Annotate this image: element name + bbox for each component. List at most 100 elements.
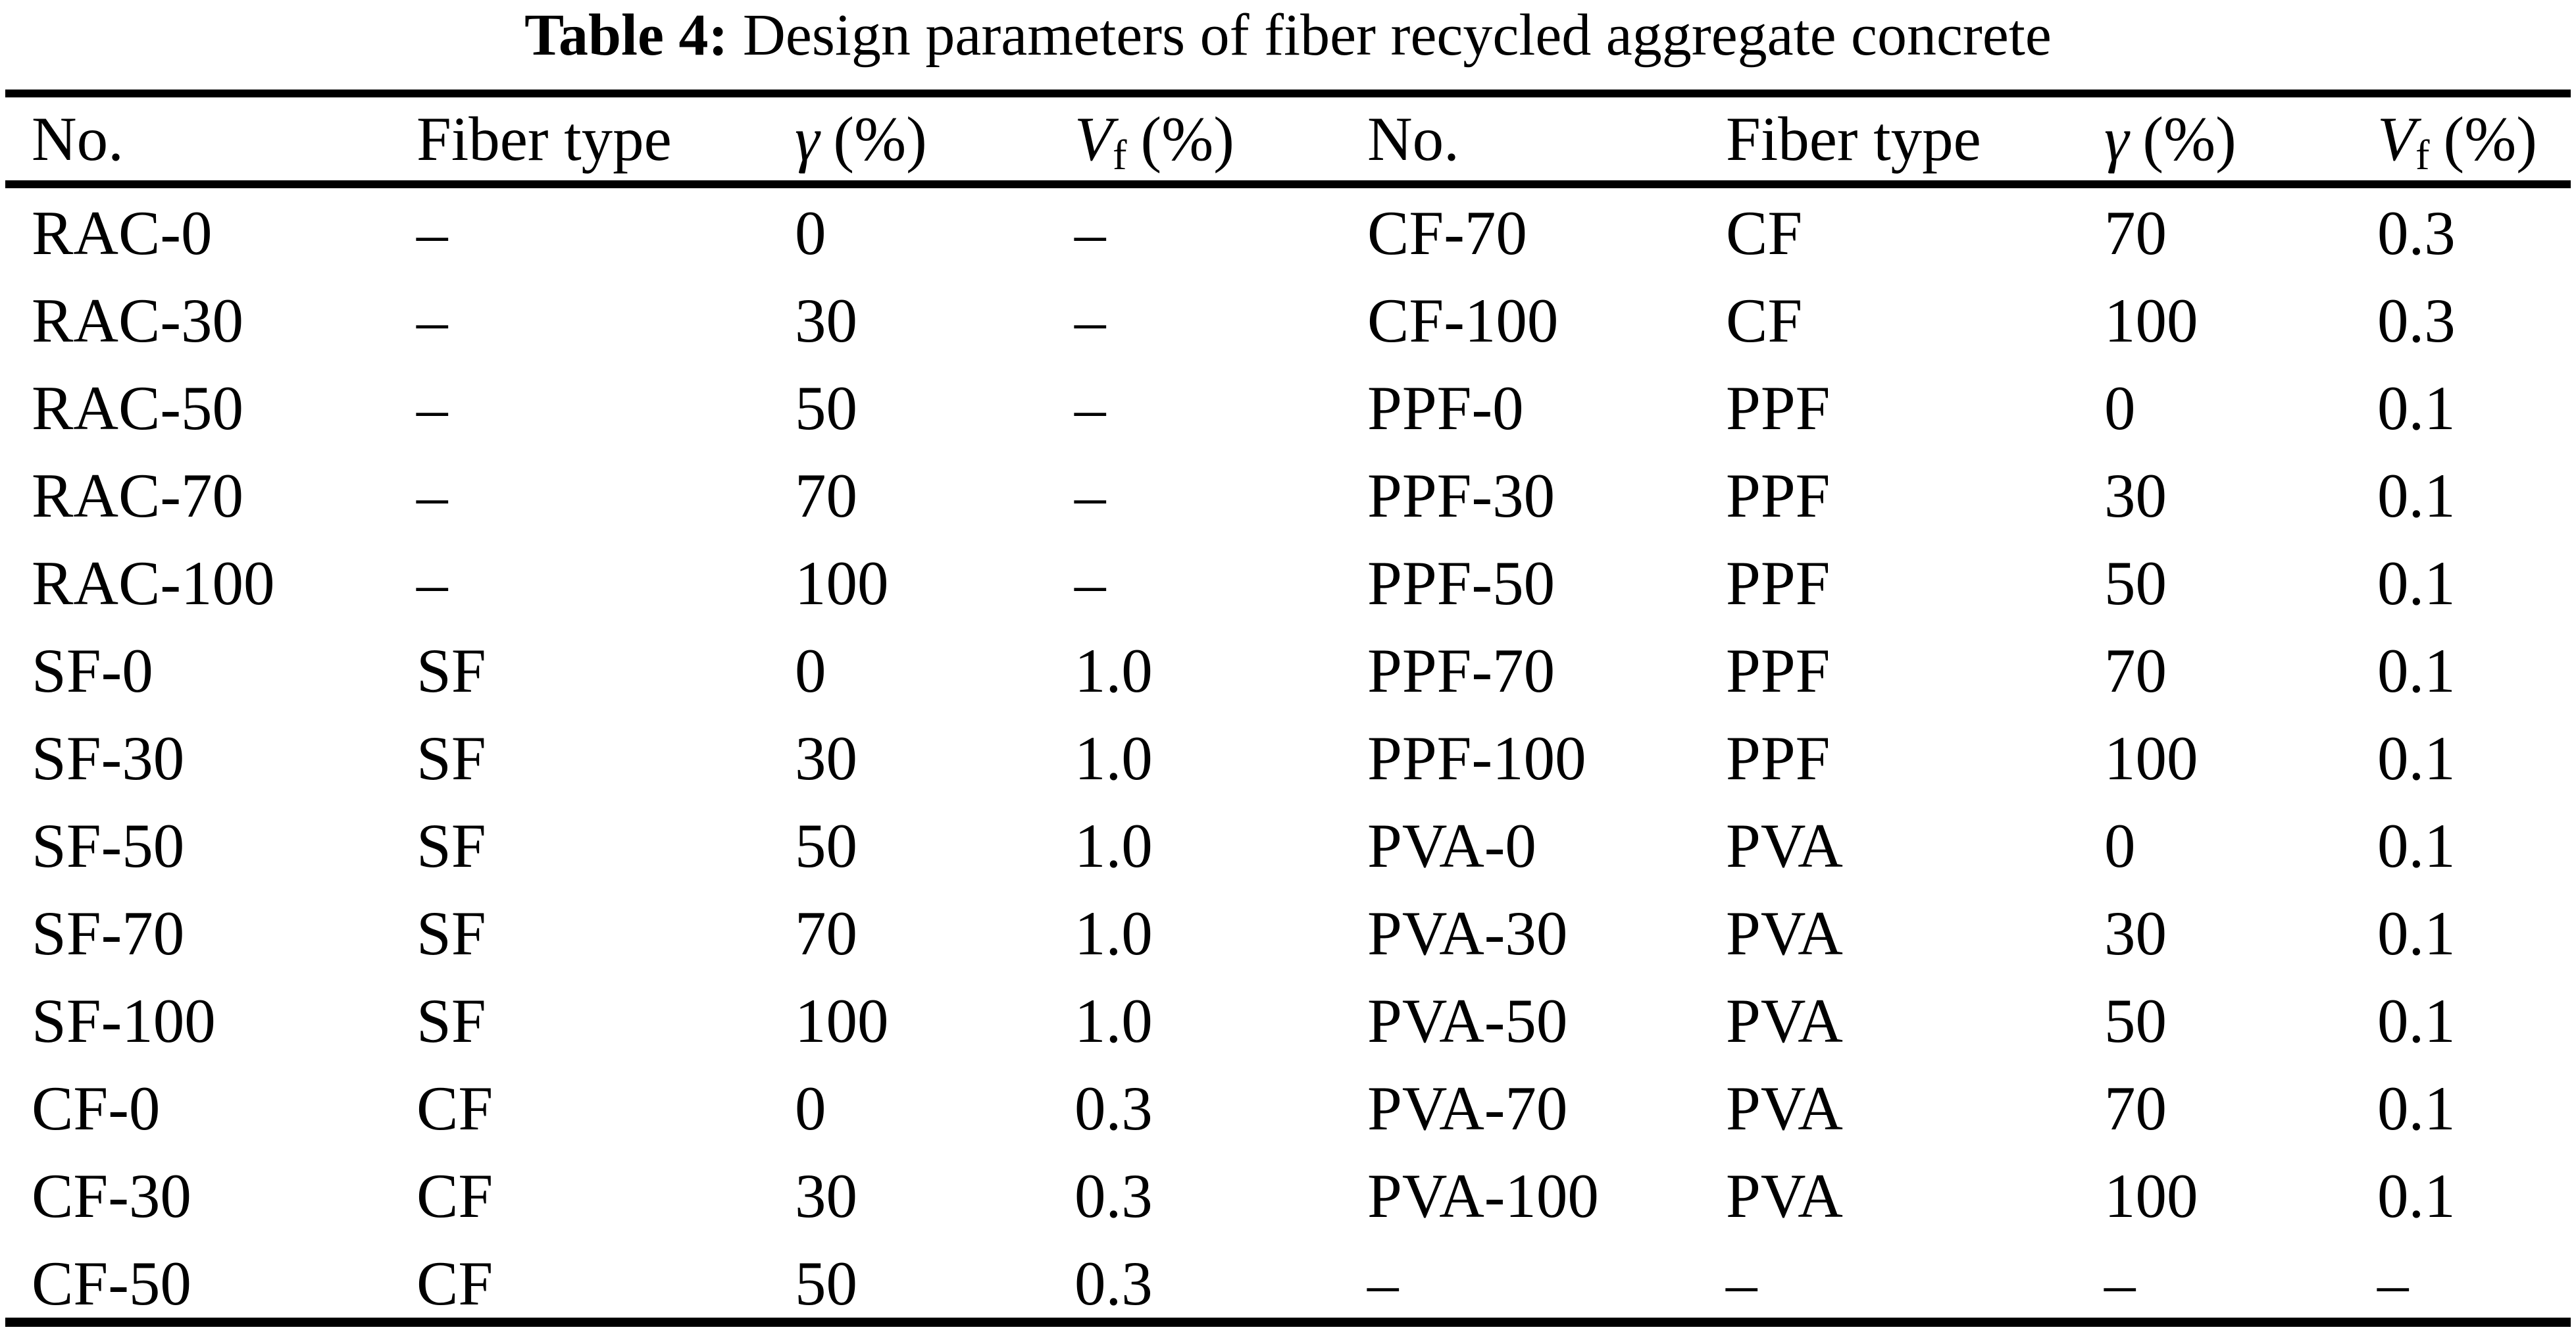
cell-fiber-type-left: SF: [417, 985, 486, 1056]
table-row: SF-100 SF 100 1.0 PVA-50 PVA 50 0.1: [32, 977, 2576, 1064]
cell-vf-right: 0.1: [2377, 635, 2456, 706]
cell-no-right: PVA-70: [1367, 1073, 1568, 1143]
cell-fiber-type-right: PVA: [1726, 1160, 1843, 1231]
table-row: SF-30 SF 30 1.0 PPF-100 PPF 100 0.1: [32, 714, 2576, 802]
header-vf-left: Vf (%): [1074, 103, 1367, 176]
cell-vf-left: –: [1074, 285, 1106, 355]
cell-vf-right: 0.1: [2377, 1160, 2456, 1231]
cell-fiber-type-left: CF: [417, 1160, 493, 1231]
vf-unit: (%): [1140, 104, 1234, 174]
vf-unit: (%): [2443, 104, 2537, 174]
cell-gamma-left: 0: [795, 635, 826, 706]
cell-no-left: CF-50: [32, 1248, 191, 1318]
table-row: SF-0 SF 0 1.0 PPF-70 PPF 70 0.1: [32, 627, 2576, 714]
cell-fiber-type-right: PVA: [1726, 985, 1843, 1056]
cell-vf-right: 0.1: [2377, 548, 2456, 618]
table-bottom-rule: [5, 1318, 2571, 1327]
table-caption-label: Table 4:: [524, 3, 728, 68]
cell-vf-right: 0.3: [2377, 197, 2456, 268]
cell-gamma-left: 70: [795, 460, 857, 530]
header-no-left: No.: [32, 104, 124, 174]
cell-gamma-right: 100: [2104, 1160, 2198, 1231]
cell-gamma-right: –: [2104, 1248, 2136, 1318]
cell-no-right: PVA-30: [1367, 898, 1568, 968]
cell-fiber-type-left: –: [417, 373, 448, 443]
cell-fiber-type-right: –: [1726, 1248, 1757, 1318]
cell-fiber-type-right: PPF: [1726, 460, 1831, 530]
cell-no-left: CF-0: [32, 1073, 161, 1143]
cell-fiber-type-left: SF: [417, 810, 486, 881]
header-vf-right: Vf (%): [2377, 103, 2576, 179]
table-header-row: No. Fiber type γ (%) Vf (%) No. Fiber type…: [32, 97, 2576, 180]
gamma-symbol: γ: [795, 104, 820, 174]
cell-no-right: –: [1367, 1248, 1399, 1318]
cell-vf-left: 0.3: [1074, 1248, 1153, 1318]
cell-gamma-right: 70: [2104, 635, 2167, 706]
cell-no-right: CF-100: [1367, 285, 1559, 355]
cell-gamma-right: 100: [2104, 285, 2198, 355]
cell-fiber-type-left: –: [417, 197, 448, 268]
header-gamma-left: γ (%): [795, 103, 1074, 175]
cell-gamma-right: 100: [2104, 723, 2198, 793]
table-row: RAC-30 – 30 – CF-100 CF 100 0.3: [32, 276, 2576, 364]
cell-no-right: PVA-0: [1367, 810, 1536, 881]
cell-gamma-left: 100: [795, 985, 889, 1056]
cell-fiber-type-left: CF: [417, 1073, 493, 1143]
table-row: CF-30 CF 30 0.3 PVA-100 PVA 100 0.1: [32, 1152, 2576, 1239]
cell-gamma-left: 70: [795, 898, 857, 968]
cell-vf-left: 0.3: [1074, 1073, 1153, 1143]
table-top-rule: [5, 90, 2571, 97]
cell-vf-left: 1.0: [1074, 985, 1153, 1056]
gamma-unit: (%): [2142, 104, 2236, 174]
table-caption: Table 4: Design parameters of fiber recy…: [0, 1, 2576, 70]
cell-vf-right: 0.1: [2377, 985, 2456, 1056]
cell-fiber-type-right: PPF: [1726, 548, 1831, 618]
header-fiber-type-left: Fiber type: [417, 104, 672, 174]
cell-vf-right: 0.1: [2377, 460, 2456, 530]
cell-no-left: CF-30: [32, 1160, 191, 1231]
vf-symbol: V: [1074, 104, 1113, 174]
cell-gamma-left: 0: [795, 197, 826, 268]
header-no-right: No.: [1367, 104, 1459, 174]
cell-no-right: PPF-0: [1367, 373, 1524, 443]
cell-vf-left: –: [1074, 197, 1106, 268]
cell-fiber-type-right: PPF: [1726, 373, 1831, 443]
cell-gamma-right: 30: [2104, 898, 2167, 968]
table-row: CF-0 CF 0 0.3 PVA-70 PVA 70 0.1: [32, 1064, 2576, 1152]
cell-no-right: PVA-50: [1367, 985, 1568, 1056]
cell-gamma-right: 50: [2104, 548, 2167, 618]
cell-vf-left: 1.0: [1074, 810, 1153, 881]
cell-no-right: PPF-70: [1367, 635, 1555, 706]
cell-vf-right: 0.1: [2377, 723, 2456, 793]
cell-vf-right: 0.3: [2377, 285, 2456, 355]
table-row: SF-50 SF 50 1.0 PVA-0 PVA 0 0.1: [32, 802, 2576, 889]
cell-no-left: SF-30: [32, 723, 185, 793]
cell-fiber-type-right: PPF: [1726, 635, 1831, 706]
cell-vf-right: 0.1: [2377, 810, 2456, 881]
cell-no-left: RAC-100: [32, 548, 275, 618]
cell-no-right: PPF-50: [1367, 548, 1555, 618]
cell-fiber-type-left: SF: [417, 723, 486, 793]
cell-fiber-type-left: –: [417, 460, 448, 530]
cell-vf-left: 1.0: [1074, 723, 1153, 793]
table-body: RAC-0 – 0 – CF-70 CF 70 0.3 RAC-30 – 30 …: [0, 189, 2576, 1327]
cell-vf-right: 0.1: [2377, 1073, 2456, 1143]
cell-gamma-right: 0: [2104, 810, 2136, 881]
cell-no-right: PPF-100: [1367, 723, 1586, 793]
cell-fiber-type-right: CF: [1726, 285, 1803, 355]
table-caption-text: Design parameters of fiber recycled aggr…: [742, 3, 2052, 68]
cell-vf-left: 0.3: [1074, 1160, 1153, 1231]
cell-vf-left: 1.0: [1074, 898, 1153, 968]
cell-gamma-left: 0: [795, 1073, 826, 1143]
cell-vf-right: 0.1: [2377, 898, 2456, 968]
cell-no-left: RAC-30: [32, 285, 243, 355]
cell-no-left: RAC-0: [32, 197, 213, 268]
cell-gamma-right: 70: [2104, 1073, 2167, 1143]
table-row: CF-50 CF 50 0.3 – – – –: [32, 1239, 2576, 1327]
cell-no-left: SF-0: [32, 635, 153, 706]
table-row: RAC-0 – 0 – CF-70 CF 70 0.3: [32, 189, 2576, 276]
vf-subscript: f: [2415, 131, 2430, 179]
cell-no-right: PVA-100: [1367, 1160, 1599, 1231]
cell-fiber-type-right: CF: [1726, 197, 1803, 268]
